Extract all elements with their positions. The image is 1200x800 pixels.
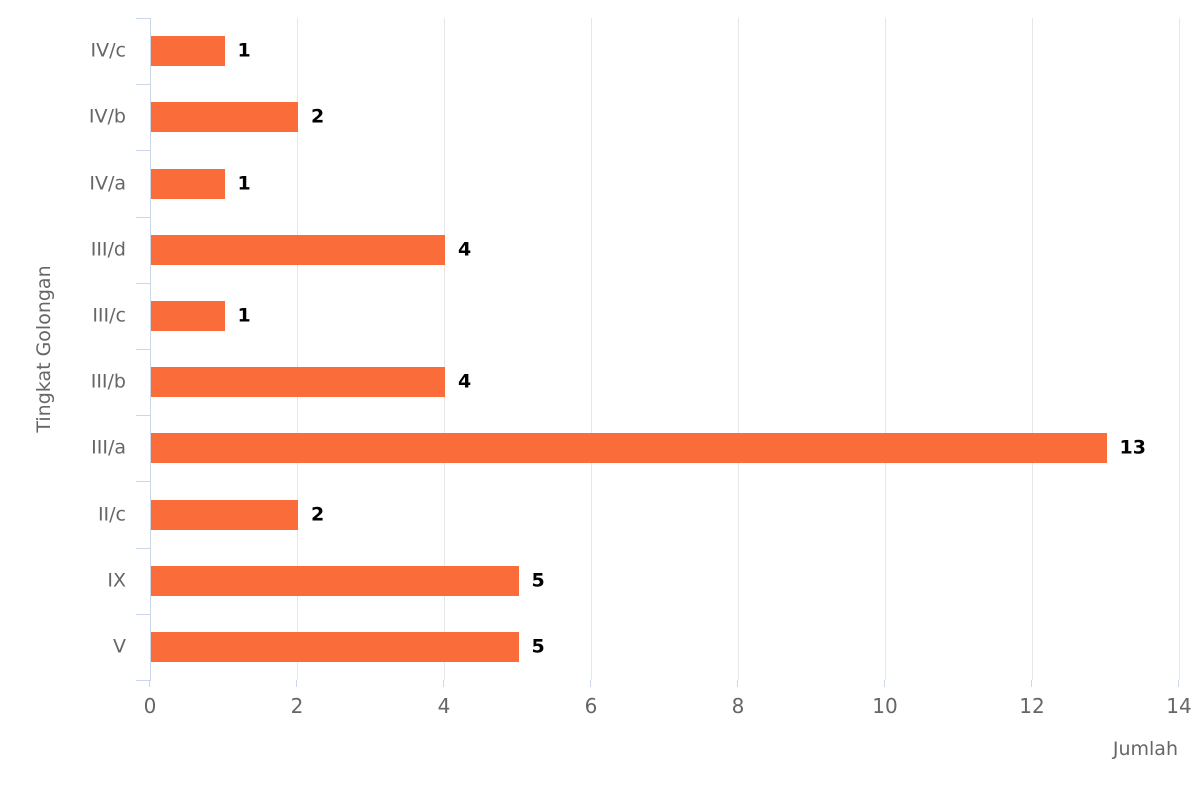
bar-value-label: 1 bbox=[237, 39, 251, 62]
category-axis-tick bbox=[136, 481, 151, 483]
category-label: IV/a bbox=[89, 172, 126, 194]
plot-area: 1 2 1 4 1 4 13 2 5 5 bbox=[136, 18, 1180, 681]
x-axis-tick bbox=[149, 680, 150, 687]
x-axis-tick-label: 8 bbox=[731, 694, 745, 718]
x-axis-tick-label: 12 bbox=[1019, 694, 1045, 718]
category-axis-tick bbox=[136, 150, 151, 152]
x-axis-tick-label: 10 bbox=[872, 694, 898, 718]
category-axis-tick bbox=[136, 613, 151, 615]
x-axis-tick-label: 4 bbox=[437, 694, 451, 718]
bar-ii-c[interactable] bbox=[151, 499, 298, 530]
x-axis-tick bbox=[295, 680, 297, 687]
bar-value-label: 1 bbox=[237, 172, 251, 194]
x-axis-tick bbox=[590, 680, 591, 687]
gridline bbox=[1032, 18, 1033, 680]
bar-value-label: 2 bbox=[310, 105, 325, 128]
x-axis-labels: 0 2 4 6 8 10 12 14 bbox=[144, 694, 1192, 720]
category-axis-tick bbox=[136, 415, 151, 417]
category-label: IX bbox=[107, 569, 126, 592]
x-axis-tick-label: 6 bbox=[584, 694, 598, 718]
category-label: III/b bbox=[90, 370, 126, 393]
gridline bbox=[737, 18, 739, 680]
x-axis-title: Jumlah bbox=[1112, 738, 1178, 760]
category-label: II/c bbox=[97, 503, 126, 525]
gridline bbox=[443, 18, 445, 680]
bar-value-label: 2 bbox=[310, 503, 325, 525]
x-axis-tick bbox=[736, 680, 738, 687]
x-axis-tick bbox=[442, 680, 444, 687]
x-axis-tick bbox=[884, 680, 885, 687]
gridline bbox=[591, 18, 592, 680]
category-axis-tick bbox=[136, 18, 151, 19]
category-label: III/a bbox=[91, 436, 126, 459]
bar-iv-a[interactable] bbox=[151, 168, 225, 199]
category-axis-labels: IV/c IV/b IV/a III/d III/c III/b III/a II/c IX V bbox=[0, 18, 126, 680]
category-axis-tick bbox=[136, 216, 151, 218]
bar-value-label: 5 bbox=[531, 635, 545, 658]
bar-value-label: 4 bbox=[457, 238, 472, 261]
bar-value-label: 4 bbox=[457, 370, 472, 393]
x-axis-tick bbox=[1031, 680, 1032, 687]
bar-iii-a[interactable] bbox=[151, 433, 1107, 464]
bar-value-label: 1 bbox=[237, 304, 251, 327]
category-label: III/d bbox=[90, 238, 126, 261]
gridline bbox=[296, 18, 298, 680]
bar-iii-c[interactable] bbox=[151, 300, 225, 331]
bar-iii-b[interactable] bbox=[151, 367, 445, 398]
x-axis-tick-label: 14 bbox=[1166, 694, 1192, 718]
category-label: IV/b bbox=[88, 105, 126, 128]
category-axis-tick bbox=[136, 84, 151, 86]
category-label: III/c bbox=[92, 304, 126, 327]
gridline bbox=[1179, 18, 1180, 680]
gridline bbox=[885, 18, 886, 680]
x-axis-tick-marks bbox=[149, 680, 1179, 688]
bar-value-label: 5 bbox=[531, 569, 545, 592]
category-axis-tick bbox=[136, 349, 151, 350]
x-axis-tick-label: 0 bbox=[143, 694, 157, 718]
category-axis-tick bbox=[136, 680, 151, 681]
bar-iv-c[interactable] bbox=[151, 36, 225, 67]
bar-ix[interactable] bbox=[151, 565, 519, 596]
x-axis-tick-label: 2 bbox=[290, 694, 304, 718]
x-axis-tick bbox=[1178, 680, 1179, 687]
bar-value-label: 13 bbox=[1119, 436, 1146, 459]
category-label: V bbox=[113, 635, 126, 658]
category-axis-tick bbox=[136, 282, 151, 284]
category-label: IV/c bbox=[90, 39, 126, 62]
bar-iv-b[interactable] bbox=[151, 102, 298, 133]
bar-iii-d[interactable] bbox=[151, 234, 445, 265]
category-axis-tick bbox=[136, 547, 151, 549]
bar-v[interactable] bbox=[151, 631, 519, 662]
